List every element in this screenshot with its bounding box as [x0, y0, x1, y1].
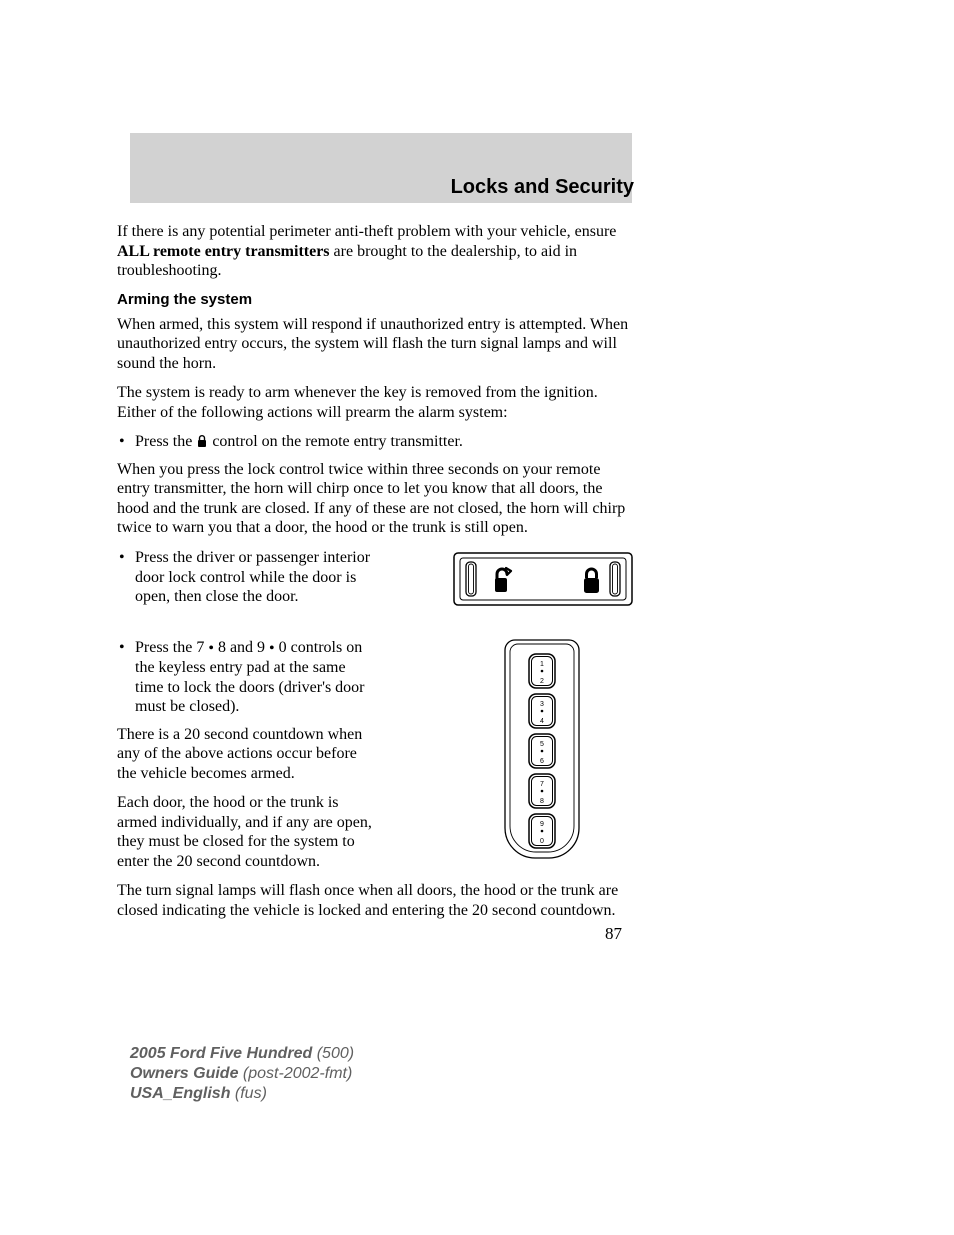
arming-p1: When armed, this system will respond if … — [117, 315, 633, 374]
arming-heading: Arming the system — [117, 291, 633, 309]
svg-text:3: 3 — [540, 701, 544, 708]
section-title: Locks and Security — [451, 176, 634, 199]
bullet-marker: • — [117, 638, 135, 717]
arming-p5: Each door, the hood or the trunk is arme… — [117, 793, 375, 871]
keypad-figure: 1 2 3 4 5 6 7 8 9 0 — [503, 638, 581, 860]
footer-l2b: (post-2002-fmt) — [243, 1065, 352, 1082]
b3-b: 8 and 9 — [214, 639, 269, 656]
body-content: If there is any potential perimeter anti… — [117, 222, 633, 930]
footer-l1a: 2005 Ford Five Hundred — [130, 1045, 317, 1062]
bullet-marker: • — [117, 432, 135, 452]
footer-block: 2005 Ford Five Hundred (500) Owners Guid… — [130, 1044, 354, 1104]
bullet-marker: • — [117, 548, 135, 607]
b3-a: Press the 7 — [135, 639, 208, 656]
svg-text:6: 6 — [540, 758, 544, 765]
bullet-text-3: Press the 7 • 8 and 9 • 0 controls on th… — [135, 638, 375, 717]
block-keypad: • Press the 7 • 8 and 9 • 0 controls on … — [117, 638, 633, 871]
footer-line-1: 2005 Ford Five Hundred (500) — [130, 1044, 354, 1064]
arming-p6: The turn signal lamps will flash once wh… — [117, 881, 633, 920]
svg-text:0: 0 — [540, 838, 544, 845]
arming-p3: When you press the lock control twice wi… — [117, 460, 633, 538]
footer-l3a: USA_English — [130, 1085, 235, 1102]
arming-p2: The system is ready to arm whenever the … — [117, 383, 633, 422]
svg-text:8: 8 — [540, 798, 544, 805]
svg-text:4: 4 — [540, 718, 544, 725]
svg-text:5: 5 — [540, 741, 544, 748]
b1-text-a: Press the — [135, 433, 196, 450]
col-left-keypad: • Press the 7 • 8 and 9 • 0 controls on … — [117, 638, 375, 871]
bullet-text-1: Press the control on the remote entry tr… — [135, 432, 633, 452]
page-number: 87 — [605, 924, 622, 944]
arming-p4: There is a 20 second countdown when any … — [117, 725, 375, 784]
door-lock-switch-figure — [453, 552, 633, 606]
svg-text:9: 9 — [540, 821, 544, 828]
bullet-press-lock: • Press the control on the remote entry … — [117, 432, 633, 452]
bullet-door-lock: • Press the driver or passenger interior… — [117, 548, 375, 607]
bullet-text-2: Press the driver or passenger interior d… — [135, 548, 375, 607]
svg-text:1: 1 — [540, 661, 544, 668]
lock-icon — [196, 434, 208, 448]
footer-line-2: Owners Guide (post-2002-fmt) — [130, 1064, 354, 1084]
intro-paragraph: If there is any potential perimeter anti… — [117, 222, 633, 281]
intro-text-a: If there is any potential perimeter anti… — [117, 223, 616, 240]
svg-text:7: 7 — [540, 781, 544, 788]
intro-bold: ALL remote entry transmitters — [117, 243, 330, 260]
footer-l2a: Owners Guide — [130, 1065, 243, 1082]
footer-l1b: (500) — [317, 1045, 354, 1062]
block-door-lock: • Press the driver or passenger interior… — [117, 548, 633, 626]
svg-text:2: 2 — [540, 678, 544, 685]
bullet-keypad: • Press the 7 • 8 and 9 • 0 controls on … — [117, 638, 375, 717]
col-left-door: • Press the driver or passenger interior… — [117, 548, 375, 607]
b1-text-b: control on the remote entry transmitter. — [208, 433, 463, 450]
footer-line-3: USA_English (fus) — [130, 1084, 354, 1104]
footer-l3b: (fus) — [235, 1085, 267, 1102]
